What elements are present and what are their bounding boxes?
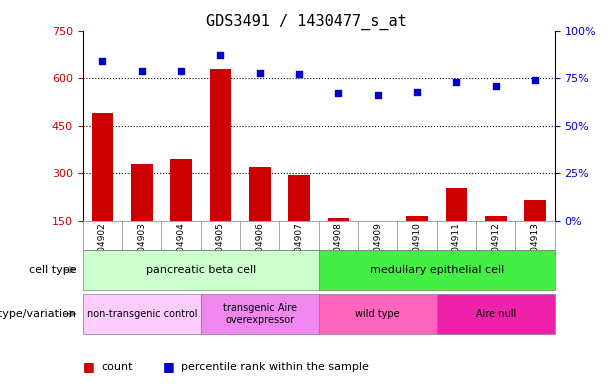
- Text: pancreatic beta cell: pancreatic beta cell: [146, 265, 256, 275]
- Text: percentile rank within the sample: percentile rank within the sample: [181, 362, 368, 372]
- Point: [137, 68, 147, 74]
- Point: [333, 90, 343, 96]
- Point: [452, 79, 462, 85]
- Text: non-transgenic control: non-transgenic control: [86, 309, 197, 319]
- Bar: [327, 218, 349, 221]
- Point: [491, 83, 501, 89]
- Text: wild type: wild type: [356, 309, 400, 319]
- Bar: [288, 175, 310, 221]
- Bar: [446, 187, 467, 221]
- Point: [255, 70, 265, 76]
- Text: genotype/variation: genotype/variation: [0, 309, 77, 319]
- Text: medullary epithelial cell: medullary epithelial cell: [370, 265, 504, 275]
- Bar: [249, 167, 270, 221]
- Bar: [170, 159, 192, 221]
- Text: ■: ■: [83, 360, 94, 373]
- Point: [412, 88, 422, 94]
- Bar: [524, 200, 546, 221]
- Bar: [210, 69, 231, 221]
- Text: GDS3491 / 1430477_s_at: GDS3491 / 1430477_s_at: [206, 13, 407, 30]
- Text: transgenic Aire
overexpressor: transgenic Aire overexpressor: [223, 303, 297, 325]
- Point: [216, 52, 226, 58]
- Point: [97, 58, 107, 64]
- Bar: [485, 216, 506, 221]
- Text: count: count: [101, 362, 132, 372]
- Text: cell type: cell type: [29, 265, 77, 275]
- Point: [530, 77, 540, 83]
- Text: Aire null: Aire null: [476, 309, 516, 319]
- Bar: [406, 216, 428, 221]
- Point: [373, 92, 383, 98]
- Point: [176, 68, 186, 74]
- Bar: [91, 113, 113, 221]
- Bar: [131, 164, 153, 221]
- Point: [294, 71, 304, 78]
- Text: ■: ■: [162, 360, 174, 373]
